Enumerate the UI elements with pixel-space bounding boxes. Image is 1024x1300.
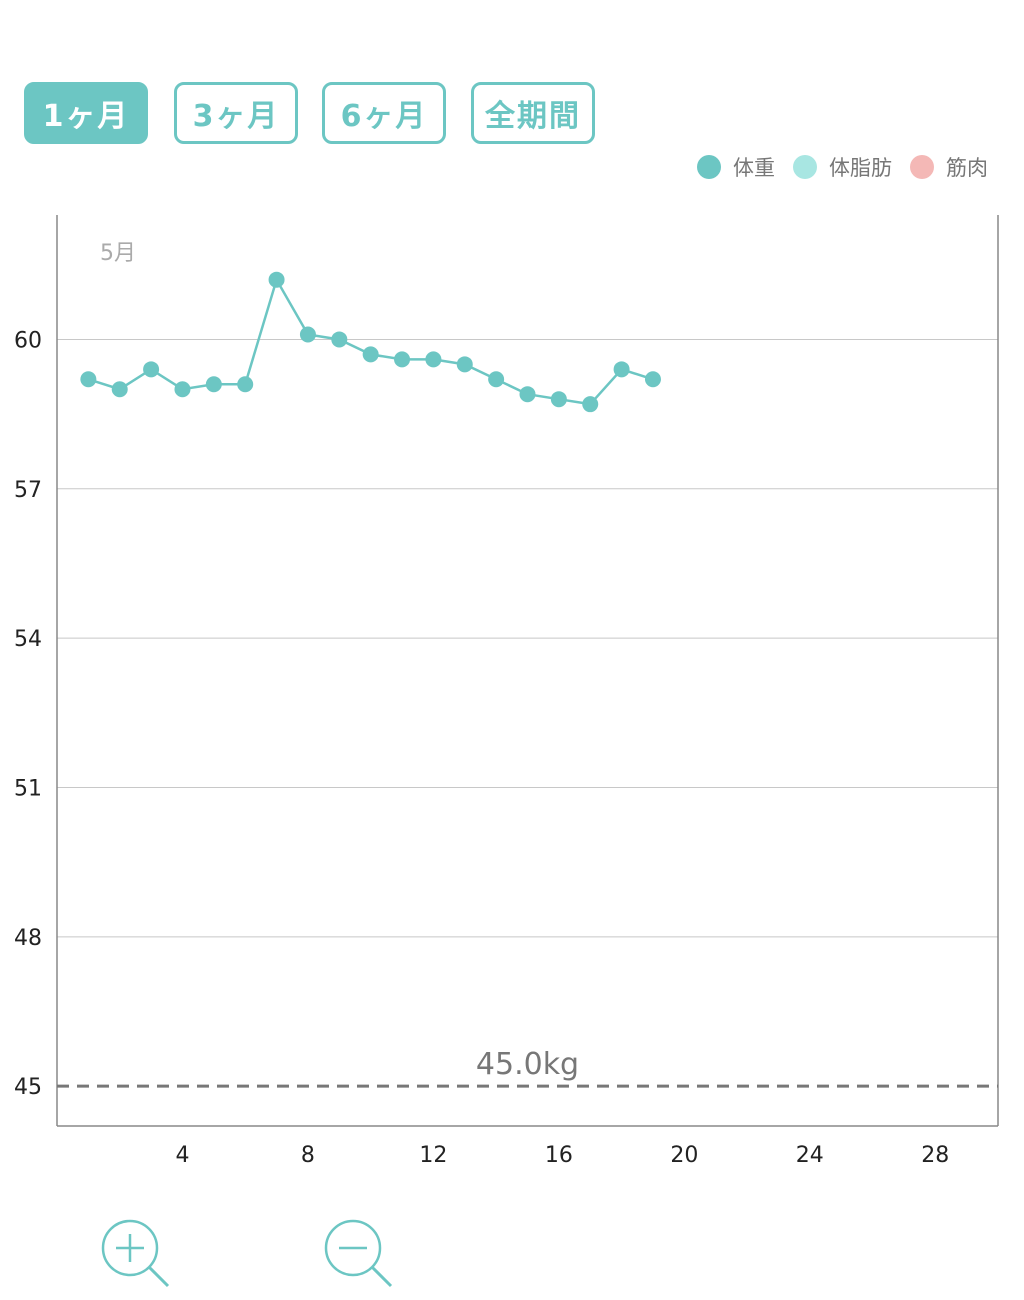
data-point-day-18 (613, 361, 630, 378)
chart-legend: 体重 体脂肪 筋肉 (679, 152, 988, 182)
tab-6-months[interactable]: 6ヶ月 (322, 82, 446, 144)
data-point-day-8 (299, 326, 316, 343)
y-tick-label-48: 48 (14, 926, 42, 951)
x-tick-label-4: 4 (175, 1143, 189, 1168)
zoom-out-icon (324, 1219, 393, 1288)
x-tick-label-16: 16 (545, 1143, 573, 1168)
tab-1-month[interactable]: 1ヶ月 (24, 82, 148, 144)
zoom-in-button[interactable] (98, 1216, 178, 1296)
target-label: 45.0kg (476, 1047, 579, 1082)
zoom-in-icon (101, 1219, 170, 1288)
data-point-day-1 (80, 371, 97, 388)
data-point-day-3 (143, 361, 160, 378)
legend-dot-body-fat (793, 155, 817, 179)
tab-all-period[interactable]: 全期間 (471, 82, 595, 144)
target-line-group: 45.0kg (57, 1047, 998, 1088)
legend-label-weight: 体重 (733, 156, 775, 180)
data-point-day-9 (331, 331, 348, 348)
zoom-out-button[interactable] (321, 1216, 401, 1296)
data-point-day-15 (519, 386, 536, 403)
x-tick-label-8: 8 (301, 1143, 315, 1168)
legend-dot-weight (697, 155, 721, 179)
y-tick-label-60: 60 (14, 328, 42, 353)
series-line-weight (87, 276, 654, 406)
data-point-day-11 (394, 351, 411, 368)
y-tick-label-54: 54 (14, 627, 42, 652)
data-point-day-17 (582, 396, 599, 413)
grid-lines (57, 338, 998, 938)
month-label: 5月 (100, 241, 136, 266)
data-point-day-12 (425, 351, 442, 368)
legend-label-muscle: 筋肉 (946, 156, 988, 180)
legend-item-body-fat: 体脂肪 (793, 152, 892, 182)
legend-dot-muscle (910, 155, 934, 179)
tab-3-months[interactable]: 3ヶ月 (174, 82, 298, 144)
y-tick-label-45: 45 (14, 1075, 42, 1100)
data-point-day-19 (644, 371, 661, 388)
data-point-day-10 (362, 346, 379, 363)
legend-item-muscle: 筋肉 (910, 152, 988, 182)
y-tick-label-51: 51 (14, 776, 42, 801)
data-point-day-14 (488, 371, 505, 388)
data-point-day-2 (111, 381, 128, 398)
x-tick-label-28: 28 (921, 1143, 949, 1168)
x-tick-label-24: 24 (796, 1143, 824, 1168)
data-point-day-16 (550, 391, 567, 408)
data-point-day-5 (205, 376, 222, 393)
x-tick-label-20: 20 (670, 1143, 698, 1168)
data-point-day-4 (174, 381, 191, 398)
y-tick-label-57: 57 (14, 478, 42, 503)
series-weight (80, 271, 661, 413)
data-point-day-13 (456, 356, 473, 373)
x-tick-label-12: 12 (419, 1143, 447, 1168)
data-point-day-7 (268, 271, 285, 288)
legend-label-body-fat: 体脂肪 (829, 156, 892, 180)
legend-item-weight: 体重 (697, 152, 775, 182)
data-point-day-6 (237, 376, 254, 393)
